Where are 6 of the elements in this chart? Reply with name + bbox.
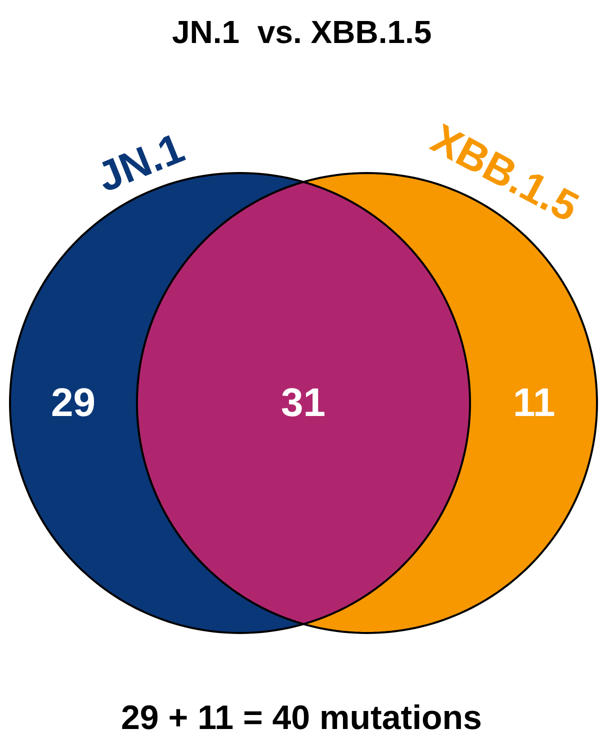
text: 29 + 11 = 40 mutations (121, 699, 482, 737)
data-label: 29 (51, 381, 96, 425)
text: JN.1 (90, 124, 190, 201)
data-label: 11 (513, 381, 556, 425)
text: JN.1 vs. XBB.1.5 (172, 14, 432, 50)
data-label: 31 (281, 381, 326, 425)
